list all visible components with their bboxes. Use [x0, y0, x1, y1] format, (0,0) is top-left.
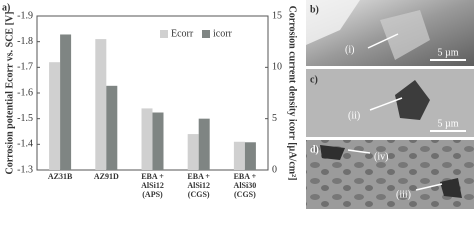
bar [233, 141, 245, 170]
y2-axis-label: Corrosion current density icorr [µA/cm²] [287, 6, 298, 181]
y2-tick-label: 15 [272, 10, 282, 21]
panel-label: d) [310, 144, 319, 155]
x-tick-label-box: EBA + AlSi30 (CGS) [233, 172, 257, 199]
x-tick-label: EBA + AlSi12 (APS) [141, 172, 164, 199]
scale-bar: 5 µm [437, 47, 458, 58]
bar [141, 108, 153, 170]
y-tick-label: -1.3 [17, 164, 33, 175]
y-tick-label: -1.7 [17, 62, 33, 73]
legend-swatch [160, 30, 168, 38]
annotation: (ii) [348, 110, 360, 121]
bar [60, 34, 72, 171]
x-tick-label: EBA + AlSi12 (CGS) [187, 172, 211, 199]
x-tick-label: AZ31B [47, 172, 73, 181]
panel-label: c) [310, 74, 318, 85]
y2-tick-label: 0 [272, 164, 277, 175]
annotation: (i) [345, 44, 354, 55]
y-tick-label: -1.4 [17, 139, 33, 150]
x-tick-label-box: AZ91D [93, 172, 119, 181]
legend-label: Ecorr [171, 28, 194, 39]
bar [244, 142, 256, 170]
x-tick-label: EBA + AlSi30 (CGS) [233, 172, 257, 199]
x-tick-label: AZ91D [93, 172, 119, 181]
bar [49, 62, 61, 171]
figure: a) Corrosion potential Ecorr vs. SCE [V]… [2, 0, 474, 209]
panel-label: a) [2, 2, 10, 13]
x-tick-label-box: AZ31B [47, 172, 73, 181]
y2-tick-label: 5 [272, 113, 277, 124]
x-tick-label-box: EBA + AlSi12 (CGS) [187, 172, 211, 199]
micrograph-c: (ii) 5 µm [306, 69, 474, 137]
annotation: (iv) [374, 151, 388, 162]
bar [187, 134, 199, 170]
bar [198, 118, 210, 170]
bar [95, 39, 107, 170]
y-tick-label: -1.8 [17, 36, 33, 47]
x-tick-label-box: EBA + AlSi12 (APS) [141, 172, 164, 199]
legend-swatch [202, 30, 210, 38]
panel-label: b) [310, 4, 319, 15]
bar [106, 85, 118, 170]
micrograph-d: (iv) (iii) d) [306, 140, 474, 209]
y-axis-label: Corrosion potential Ecorr vs. SCE [V] [4, 12, 15, 175]
bar [152, 112, 164, 170]
micrograph-b: (i) 5 µm [306, 0, 474, 66]
legend-label: icorr [213, 28, 233, 39]
y2-tick-label: 10 [272, 62, 282, 73]
y-tick-label: -1.5 [17, 113, 33, 124]
y-tick-label: -1.6 [17, 87, 33, 98]
scale-bar: 5 µm [437, 118, 458, 129]
annotation: (iii) [396, 189, 411, 200]
y-tick-label: -1.9 [17, 10, 33, 21]
